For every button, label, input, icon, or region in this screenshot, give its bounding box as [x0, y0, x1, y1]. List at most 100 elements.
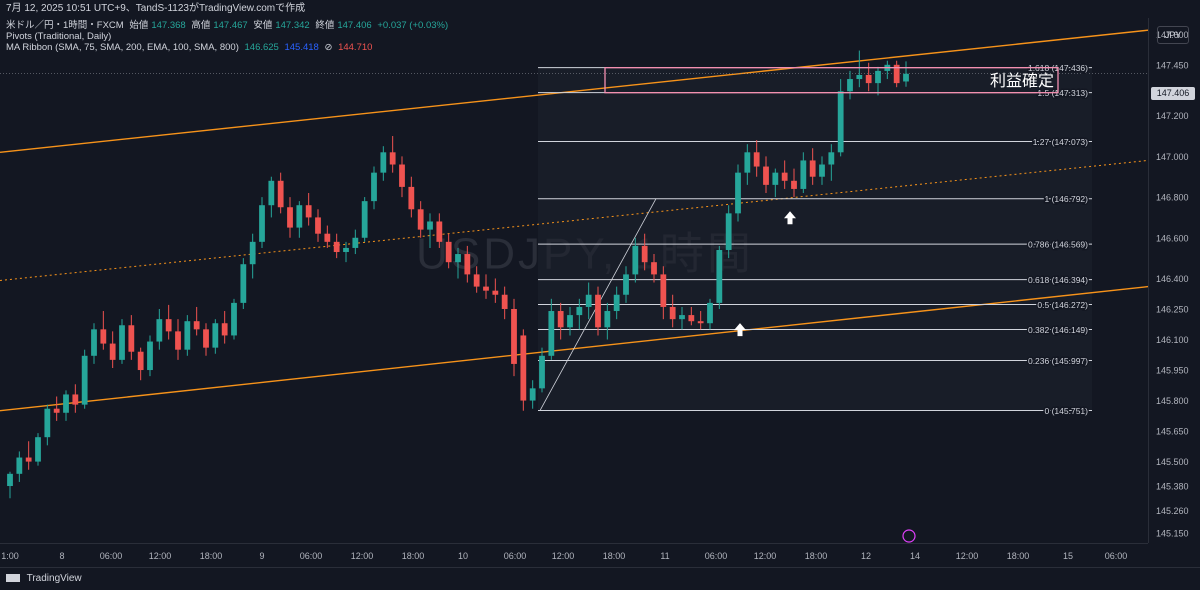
price-axis-tick: 147.600	[1156, 30, 1189, 40]
candle-body	[492, 290, 499, 295]
fib-level-label: 0.382 (146.149)	[1028, 325, 1088, 335]
time-axis[interactable]: 1:00 8 06:00 12:00 18:00 9 06:00 12:00 18:00 10 06…	[0, 543, 1148, 567]
legend-open: 147.368	[151, 20, 186, 31]
candle-body	[781, 172, 788, 181]
legend-low: 147.342	[275, 20, 310, 31]
candle-body	[800, 160, 807, 189]
footer: TradingView	[0, 567, 1200, 590]
candle-body	[16, 457, 23, 474]
price-axis-svg: 147.600 147.450 147.200 147.000 146.800 146.6…	[1156, 30, 1189, 539]
candle-body	[427, 221, 433, 230]
time-axis-tick: 12:00	[149, 551, 172, 561]
candle-body	[277, 180, 284, 208]
fib-level-label: 0.618 (146.394)	[1028, 275, 1088, 285]
time-axis-tick: 12:00	[754, 551, 777, 561]
time-axis-tick: 06:00	[705, 551, 728, 561]
time-axis-tick: 12:00	[956, 551, 979, 561]
candle-body	[296, 205, 303, 228]
candle-body	[119, 325, 125, 360]
price-axis-tick: 146.800	[1156, 193, 1189, 203]
legend-ohlc: 米ドル／円・1時間・FXCM 始値 147.368 高値 147.467 安値 147…	[6, 20, 451, 31]
time-axis-tick: 12:00	[552, 551, 575, 561]
candlestick-chart[interactable]: USDJPY, 1時間1.618 (147.436)1.5 (147.313)1…	[0, 18, 1149, 543]
time-axis-tick: 12:00	[351, 551, 374, 561]
price-axis-tick: 146.400	[1156, 274, 1189, 284]
currency-button[interactable]: JPY	[1157, 26, 1189, 44]
legend-close-label: 終値	[315, 20, 335, 31]
fib-level-label: 0.236 (145.997)	[1028, 356, 1088, 366]
candle-body	[632, 245, 639, 275]
price-axis[interactable]: 147.600 147.450 147.200 147.000 146.800 146.6…	[1148, 18, 1200, 543]
candle-body	[445, 241, 452, 263]
price-axis-tick: 145.650	[1156, 427, 1189, 437]
price-axis-tick: 147.000	[1156, 152, 1189, 162]
legend-pivots[interactable]: Pivots (Traditional, Daily)	[6, 31, 114, 42]
time-axis-tick: 06:00	[504, 551, 527, 561]
time-axis-svg: 1:00 8 06:00 12:00 18:00 9 06:00 12:00 18:00 10 06…	[1, 551, 1127, 561]
candle-body	[567, 315, 573, 328]
candle-body	[707, 302, 713, 324]
time-axis-tick: 1:00	[1, 551, 19, 561]
candle-body	[548, 311, 555, 356]
candle-body	[287, 207, 293, 228]
candle-body	[641, 245, 648, 263]
profit-box	[604, 67, 1059, 94]
candle-body	[44, 408, 51, 438]
candle-body	[109, 343, 116, 360]
candle-body	[688, 315, 695, 322]
legend-ma-value-2: 145.418	[284, 42, 319, 53]
candle-body	[231, 302, 237, 336]
price-axis-tick: 145.260	[1156, 506, 1189, 516]
candle-body	[361, 201, 368, 238]
candle-body	[315, 217, 321, 234]
candle-body	[875, 70, 881, 84]
profit-box-label: 利益確定	[990, 72, 1054, 90]
last-price-badge: 147.406	[1151, 87, 1195, 100]
legend-ma-value-1: 146.625	[244, 42, 279, 53]
price-axis-tick: 145.950	[1156, 366, 1189, 376]
candle-body	[763, 166, 769, 185]
legend-open-label: 始値	[129, 20, 149, 31]
candle-body	[165, 319, 172, 332]
candle-body	[856, 74, 863, 80]
price-axis-tick: 146.250	[1156, 304, 1189, 314]
candle-body	[557, 311, 564, 328]
candle-body	[735, 172, 741, 214]
candle-body	[240, 264, 247, 303]
candle-body	[156, 319, 163, 342]
candle-body	[473, 274, 480, 287]
candle-body	[828, 152, 835, 165]
candle-body	[268, 180, 275, 206]
fib-level-label: 0.786 (146.569)	[1028, 240, 1088, 250]
candle-body	[809, 160, 816, 177]
candle-body	[147, 341, 153, 371]
candle-body	[464, 254, 471, 275]
fib-level-label: 0.5 (146.272)	[1037, 300, 1088, 310]
candle-body	[595, 294, 601, 328]
candle-body	[203, 329, 209, 348]
candle-body	[865, 74, 872, 84]
candle-body	[371, 172, 377, 202]
candle-body	[819, 164, 825, 177]
candle-body	[697, 321, 704, 324]
candle-body	[520, 335, 527, 401]
candle-body	[837, 91, 844, 153]
candle-body	[604, 311, 611, 328]
candle-body	[903, 73, 909, 82]
chart-area[interactable]: USDJPY, 1時間1.618 (147.436)1.5 (147.313)1…	[0, 18, 1149, 543]
legend-close: 147.406	[337, 20, 372, 31]
time-axis-tick: 18:00	[805, 551, 828, 561]
candle-body	[249, 241, 256, 265]
tradingview-logo-icon	[6, 574, 20, 583]
legend-ma-label: MA Ribbon (SMA, 75, SMA, 200, EMA, 100, …	[6, 42, 239, 53]
candle-body	[399, 164, 405, 187]
candle-body	[753, 152, 760, 167]
time-axis-tick: 8	[59, 551, 64, 561]
legend-ma-ribbon[interactable]: MA Ribbon (SMA, 75, SMA, 200, EMA, 100, …	[6, 42, 375, 53]
candle-body	[333, 241, 340, 253]
candle-body	[352, 237, 359, 248]
candle-body	[35, 437, 41, 462]
price-axis-tick: 145.380	[1156, 482, 1189, 492]
price-axis-tick: 145.500	[1156, 457, 1189, 467]
up-arrow-icon	[784, 211, 796, 225]
